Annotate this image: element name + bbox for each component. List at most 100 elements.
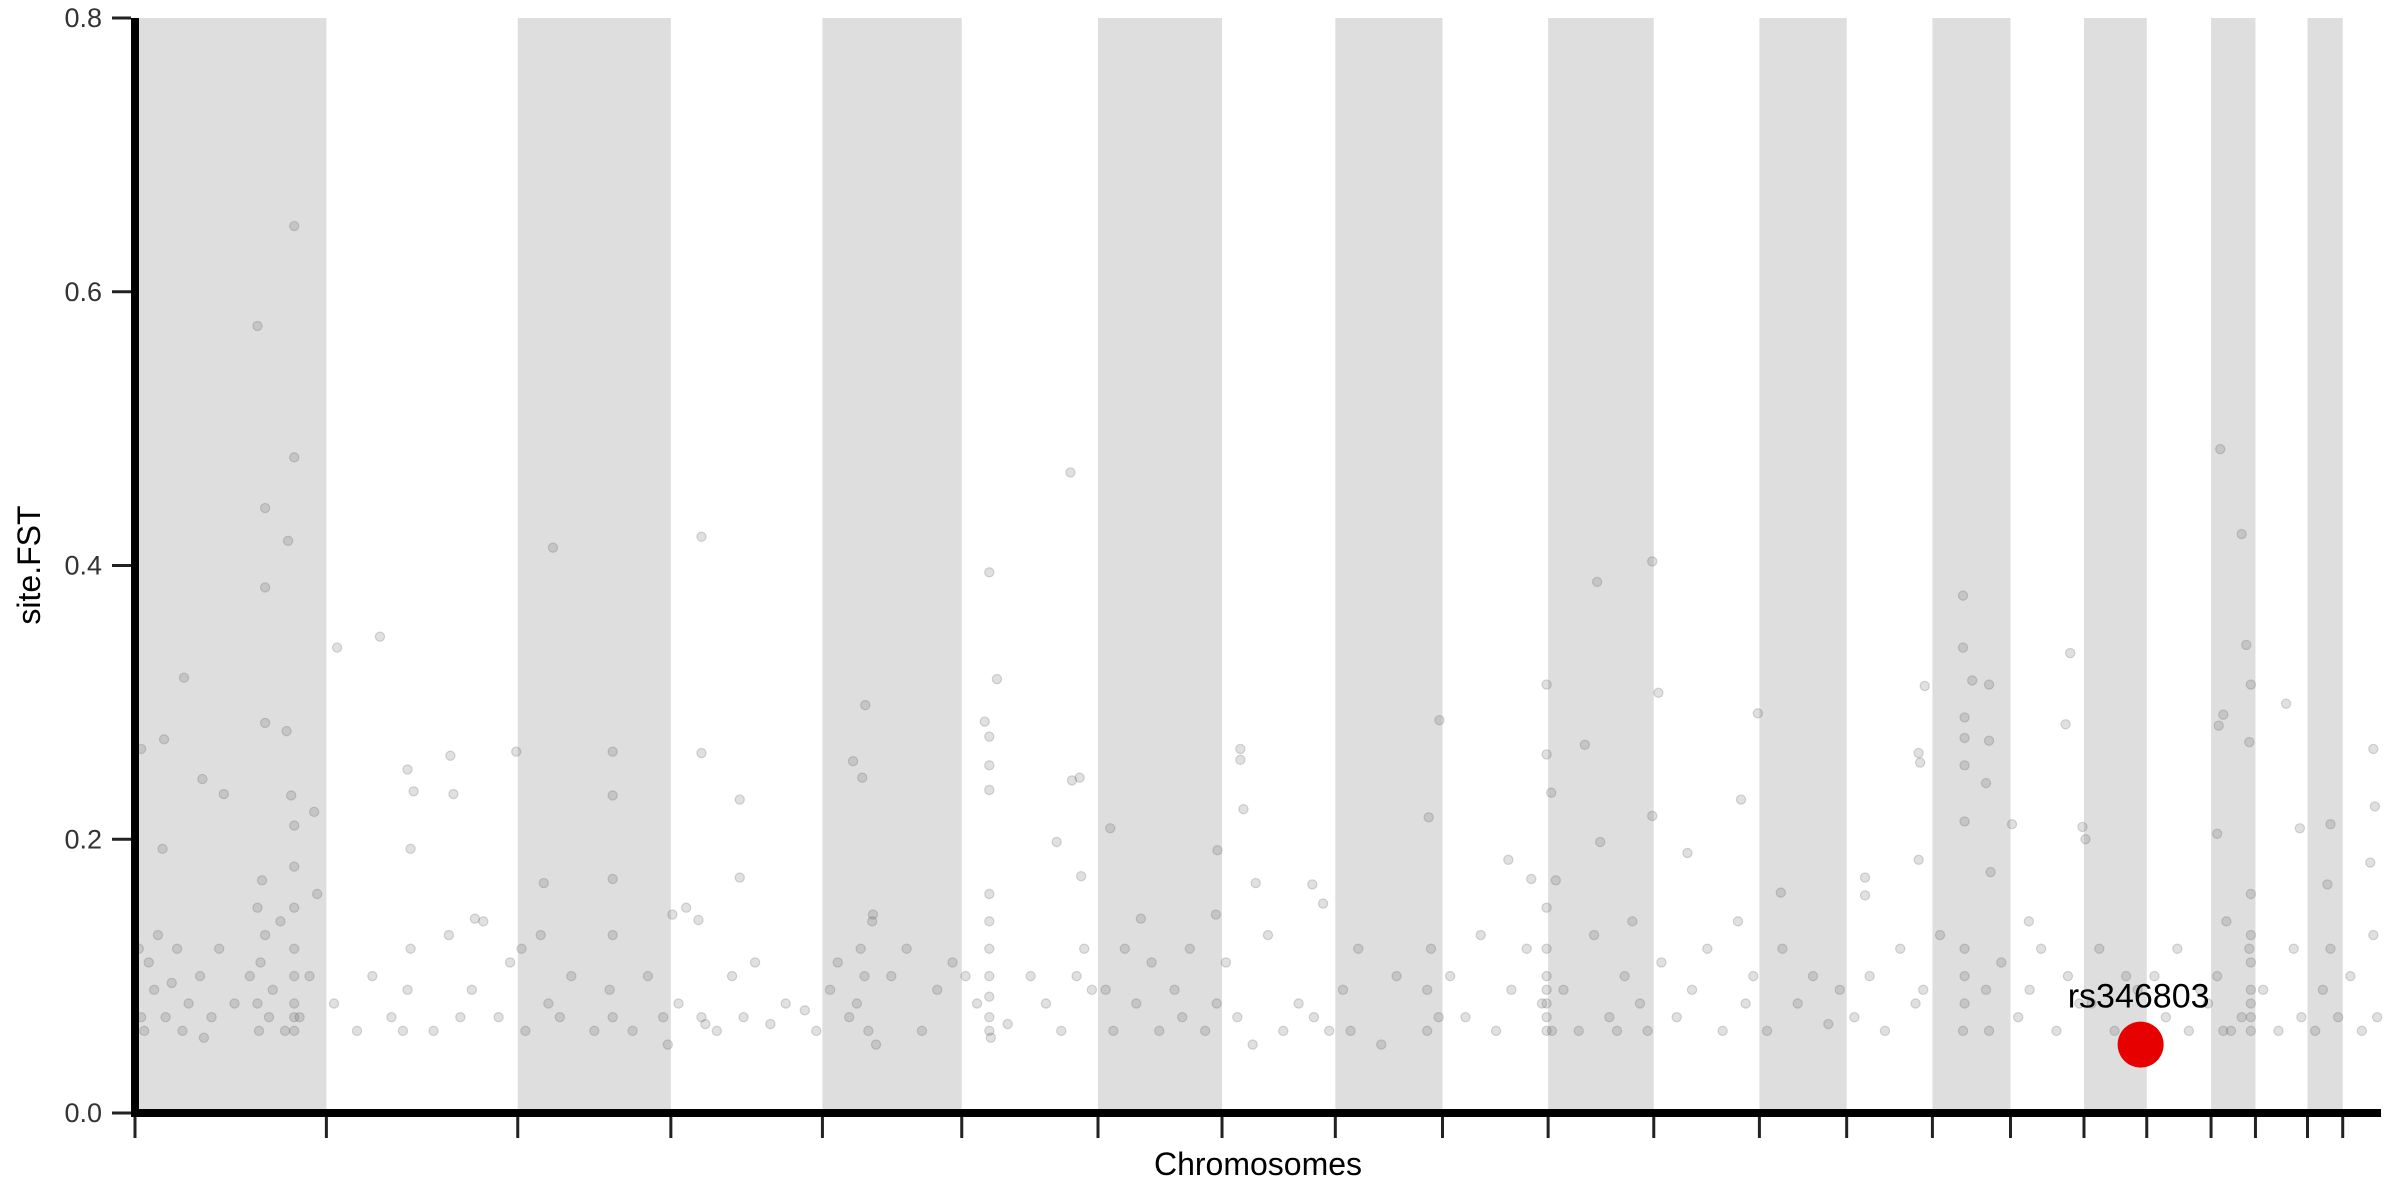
data-point	[2245, 888, 2257, 900]
data-point	[991, 673, 1003, 685]
data-point	[445, 750, 456, 761]
data-point	[860, 699, 871, 711]
data-point	[1119, 943, 1131, 954]
data-point	[1967, 675, 1978, 686]
data-point	[252, 320, 263, 332]
data-point	[1653, 687, 1664, 698]
data-point	[2023, 916, 2035, 927]
data-point	[658, 1011, 669, 1023]
data-point	[1353, 943, 1364, 954]
data-point	[851, 998, 863, 1009]
data-point	[857, 772, 868, 783]
data-point	[984, 888, 995, 900]
data-point	[1250, 877, 1261, 889]
data-point	[244, 970, 256, 982]
data-point	[2245, 679, 2257, 690]
data-point	[2273, 1025, 2284, 1037]
data-point	[1959, 943, 1970, 954]
data-point	[493, 1011, 504, 1023]
data-point	[765, 1018, 776, 1030]
data-point	[2309, 1025, 2321, 1037]
data-point	[696, 531, 707, 542]
data-point	[1108, 1025, 1119, 1037]
data-point	[604, 984, 615, 996]
data-point	[1506, 984, 1517, 996]
data-point	[607, 790, 618, 801]
data-point	[259, 717, 271, 729]
chromosome-band-17	[2083, 18, 2147, 1113]
data-point	[1573, 1025, 1584, 1037]
data-point	[1184, 943, 1196, 954]
data-point	[2074, 998, 2085, 1009]
data-point	[397, 1025, 409, 1037]
chromosome-band-3	[517, 18, 671, 1113]
data-points	[133, 220, 2383, 1050]
data-point	[386, 1011, 397, 1023]
data-point	[289, 970, 300, 982]
data-point	[328, 998, 340, 1009]
data-point	[516, 943, 527, 954]
y-tick-label: 0.8	[64, 3, 102, 33]
data-point	[194, 970, 206, 982]
data-point	[469, 913, 481, 924]
data-point	[2325, 943, 2336, 954]
data-point	[259, 502, 271, 514]
data-point	[2218, 1025, 2229, 1037]
data-point	[1545, 787, 1557, 798]
data-point	[2183, 1025, 2195, 1037]
data-point	[535, 929, 546, 941]
data-point	[1521, 943, 1532, 954]
data-point	[1558, 984, 1569, 996]
data-point	[847, 756, 859, 767]
data-point	[1541, 902, 1552, 913]
data-point	[374, 631, 386, 642]
data-point	[2035, 943, 2047, 954]
data-point	[1792, 998, 1803, 1009]
data-point	[1235, 743, 1246, 755]
data-point	[1686, 984, 1698, 996]
data-point	[1025, 970, 1036, 982]
data-point	[443, 929, 455, 941]
data-point	[867, 909, 879, 920]
data-point	[1541, 1011, 1552, 1023]
data-point	[160, 1011, 171, 1023]
data-point	[1425, 943, 1437, 954]
data-point	[2245, 984, 2257, 996]
data-point	[1959, 970, 1970, 982]
data-point	[1591, 576, 1603, 588]
data-point	[1611, 1025, 1623, 1037]
data-point	[1550, 875, 1561, 886]
data-point	[2368, 743, 2379, 755]
data-point	[1071, 970, 1082, 982]
data-point	[984, 1011, 995, 1023]
data-point	[886, 970, 897, 982]
data-point	[2245, 929, 2257, 941]
data-point	[1536, 998, 1548, 1009]
data-point	[1735, 794, 1747, 805]
chromosome-band-5	[822, 18, 962, 1113]
data-point	[932, 984, 943, 996]
data-point	[282, 535, 294, 547]
data-point	[2257, 984, 2269, 996]
data-point	[607, 873, 618, 885]
data-point	[1859, 890, 1871, 901]
data-point	[1541, 679, 1552, 690]
data-point	[700, 1018, 711, 1030]
data-point	[1834, 984, 1845, 996]
data-point	[984, 760, 995, 771]
data-point	[206, 1011, 217, 1023]
data-point	[2236, 1011, 2247, 1023]
data-point	[1434, 714, 1445, 726]
data-point	[1642, 1025, 1653, 1037]
data-point	[2051, 1025, 2062, 1037]
data-point	[478, 916, 489, 927]
data-point	[749, 957, 761, 968]
chromosome-band-19	[2211, 18, 2256, 1113]
data-point	[866, 916, 878, 927]
data-point	[1051, 836, 1062, 848]
data-point	[1075, 871, 1087, 882]
data-point	[2086, 998, 2097, 1009]
data-point	[252, 998, 263, 1009]
data-point	[979, 716, 990, 727]
